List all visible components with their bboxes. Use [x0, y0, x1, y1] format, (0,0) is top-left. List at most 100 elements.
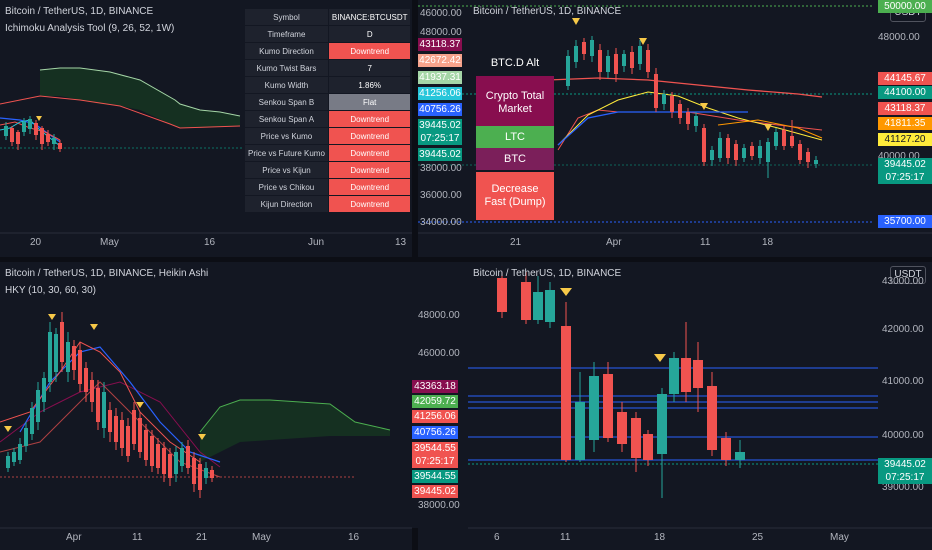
ha-candle — [114, 416, 118, 442]
ltag: 43118.37 — [418, 38, 462, 51]
x-label-16: 16 — [348, 532, 360, 543]
ha-tag: 41256.06 — [412, 410, 458, 423]
ha-candle — [156, 444, 160, 468]
table-value: Downtrend — [327, 178, 412, 196]
ha-tag: 39445.02 — [412, 485, 458, 498]
marker-1 — [572, 18, 580, 25]
table-value: Downtrend — [327, 144, 412, 162]
candles-pane2 — [534, 36, 818, 178]
ylabel-39000: 39000.00 — [882, 482, 924, 493]
rtag: 39445.02 — [878, 158, 932, 171]
ha-candle — [6, 456, 10, 468]
marker-2 — [639, 38, 647, 45]
ylabel-34000: 34000.00 — [420, 217, 462, 228]
x-label-may: May — [252, 532, 271, 543]
marker-4 — [764, 124, 772, 131]
table-row: Senkou Span A Downtrend — [244, 110, 412, 128]
ha-candle — [102, 392, 106, 428]
dump-zone: Decrease Fast (Dump) — [476, 172, 554, 220]
ha-marker-3 — [136, 402, 144, 408]
table-value: 1.86% — [327, 76, 412, 94]
table-row: Kumo Width 1.86% — [244, 76, 412, 94]
right-price-tags: 50000.00 44145.67 44100.00 43118.37 4181… — [878, 0, 932, 233]
pane2-title: Bitcoin / TetherUS, 1D, BINANCE — [473, 6, 622, 17]
pane3-indicator[interactable]: HKY (10, 30, 60, 30) — [5, 285, 96, 296]
chart-pane-horizontal-levels[interactable]: Bitcoin / TetherUS, 1D, BINANCE USDT 430… — [468, 262, 932, 550]
ha-candle — [168, 454, 172, 478]
table-row: Price vs Kumo Downtrend — [244, 127, 412, 145]
x-label-4: Jun — [308, 237, 325, 248]
ha-candle — [204, 468, 208, 478]
ha-tag: 40756.26 — [412, 426, 458, 439]
ha-candle — [150, 436, 154, 466]
chart-pane-heikin-ashi[interactable]: Bitcoin / TetherUS, 1D, BINANCE, Heikin … — [0, 262, 412, 550]
table-value: Downtrend — [327, 127, 412, 145]
x-label-5: 13 — [395, 237, 407, 248]
ha-candle — [126, 426, 130, 456]
rtag: 07:25:17 — [878, 171, 932, 184]
ylabel-38000: 38000.00 — [418, 500, 460, 511]
ylabel-42000: 42000.00 — [882, 324, 924, 335]
table-label: Price vs Kumo — [244, 127, 329, 145]
x-label-11: 11 — [700, 237, 711, 248]
table-row: Price vs Kijun Downtrend — [244, 161, 412, 179]
pane1-indicator[interactable]: Ichimoku Analysis Tool (9, 26, 52, 1W) — [5, 23, 175, 34]
chart-pane-alt-cycle[interactable]: Bitcoin / TetherUS, 1D, BINANCE USDT 431… — [418, 0, 932, 257]
table-row: Senkou Span B Flat — [244, 93, 412, 111]
ichimoku-plot — [0, 67, 412, 234]
cycle-title: BTC.D Alt Cycle — [476, 52, 554, 91]
ha-candle — [36, 390, 40, 422]
ylabel-r-48000: 48000.00 — [878, 32, 920, 43]
ha-candle — [30, 408, 34, 434]
currency-button-2[interactable]: USDT — [890, 266, 926, 284]
rtag: 50000.00 — [878, 0, 932, 13]
level-marker-2 — [654, 354, 666, 362]
table-value: Downtrend — [327, 42, 412, 60]
table-row: Price vs Future Kumo Downtrend — [244, 144, 412, 162]
ha-candle — [90, 380, 94, 402]
table-label: Price vs Kijun — [244, 161, 329, 179]
pane3-title: Bitcoin / TetherUS, 1D, BINANCE, Heikin … — [5, 268, 209, 279]
table-value: Flat — [327, 93, 412, 111]
pane1-title: Bitcoin / TetherUS, 1D, BINANCE — [5, 6, 154, 17]
ha-candle — [12, 452, 16, 462]
countdown-tag: 07:25:17 — [878, 471, 932, 484]
ha-tag: 07:25:17 — [412, 455, 458, 468]
pane3-price-scale[interactable]: 48000.00 46000.00 38000.00 43363.18 4205… — [412, 262, 468, 528]
x-label-may: May — [830, 532, 849, 543]
table-value: Downtrend — [327, 110, 412, 128]
ylabel-38000: 38000.00 — [420, 163, 462, 174]
horizontal-divider[interactable] — [0, 257, 932, 262]
ha-candle — [162, 448, 166, 474]
table-row: Kijun Direction Downtrend — [244, 195, 412, 213]
ltag: 41256.06 — [418, 87, 462, 100]
ha-candle — [108, 410, 112, 432]
cycle-panel: BTC.D Alt Cycle Crypto Total Market LTC … — [476, 52, 554, 220]
table-label: Kijun Direction — [244, 195, 329, 213]
sell-marker — [36, 116, 42, 121]
ha-candle — [144, 430, 148, 460]
ha-marker-2 — [90, 324, 98, 330]
ha-tag: 39544.55 — [412, 470, 458, 483]
table-row: Timeframe D — [244, 25, 412, 43]
ha-candle — [132, 410, 136, 444]
ha-tag: 43363.18 — [412, 380, 458, 393]
table-label: Timeframe — [244, 25, 329, 43]
candles-pane1 — [4, 116, 62, 152]
ha-tag: 39544.55 — [412, 442, 458, 455]
ylabel-46000: 46000.00 — [418, 348, 460, 359]
table-row: Price vs Chikou Downtrend — [244, 178, 412, 196]
table-label: Kumo Twist Bars — [244, 59, 329, 77]
marker-3 — [700, 103, 708, 110]
ylabel-48000: 48000.00 — [420, 27, 462, 38]
chart-pane-ichimoku[interactable]: Bitcoin / TetherUS, 1D, BINANCE Ichimoku… — [0, 0, 412, 257]
rtag: 44100.00 — [878, 86, 932, 99]
ylabel-46000: 46000.00 — [420, 8, 462, 19]
ylabel-36000: 36000.00 — [420, 190, 462, 201]
candles-pane3 — [6, 312, 214, 498]
table-label: Senkou Span A — [244, 110, 329, 128]
ltag: 07:25:17 — [418, 132, 462, 145]
level-marker-1 — [560, 288, 572, 296]
ltag: 39445.02 — [418, 148, 462, 161]
ichimoku-analysis-table: Symbol BINANCE:BTCUSDT Timeframe D Kumo Dire… — [244, 8, 412, 213]
